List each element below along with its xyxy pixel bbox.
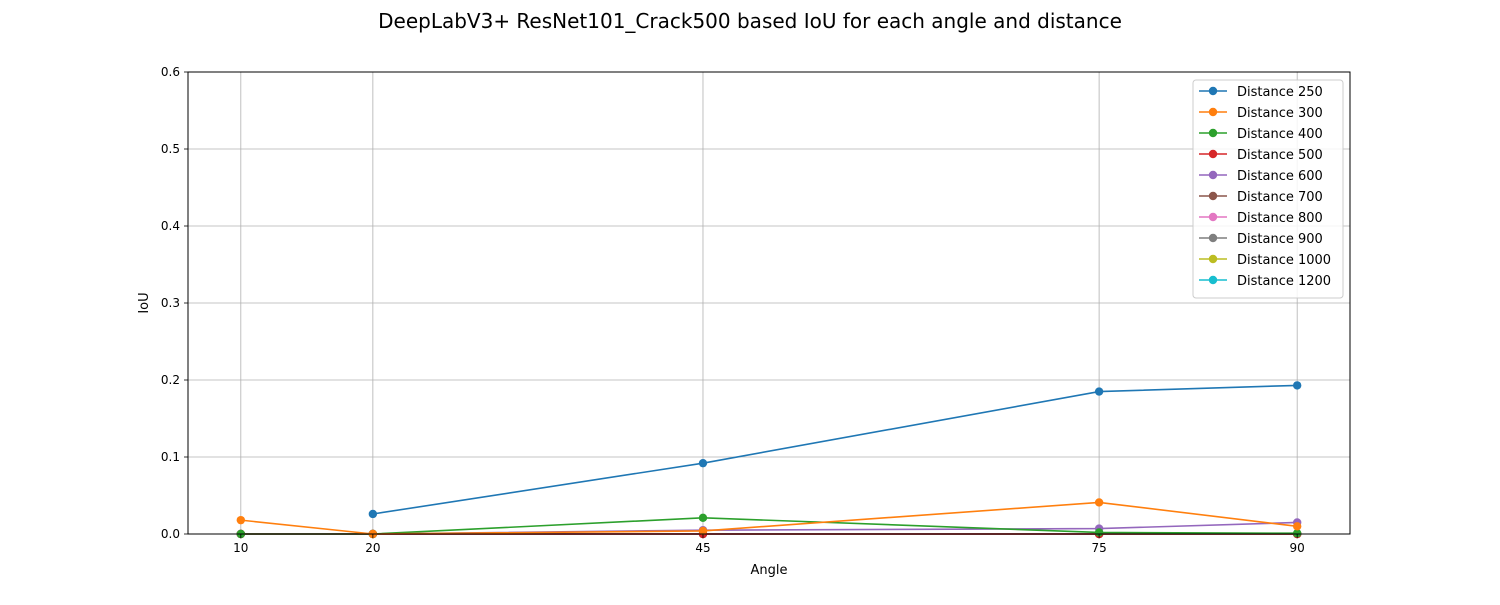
legend-label: Distance 600 bbox=[1237, 169, 1323, 184]
y-tick-label: 0.5 bbox=[161, 142, 180, 156]
x-tick-label: 20 bbox=[365, 541, 380, 555]
x-axis-label: Angle bbox=[751, 563, 788, 578]
data-point bbox=[698, 526, 708, 536]
series-distance-300 bbox=[236, 498, 1302, 539]
legend-marker bbox=[1208, 275, 1218, 285]
series-layer bbox=[236, 381, 1302, 539]
legend-entry: Distance 400 bbox=[1199, 127, 1323, 142]
legend-marker bbox=[1208, 254, 1218, 264]
legend-label: Distance 700 bbox=[1237, 190, 1323, 205]
legend-entry: Distance 250 bbox=[1199, 85, 1323, 100]
data-point bbox=[236, 515, 246, 525]
legend-entry: Distance 600 bbox=[1199, 169, 1323, 184]
data-point bbox=[1094, 498, 1104, 507]
legend-entry: Distance 1000 bbox=[1199, 253, 1331, 268]
grid-lines bbox=[188, 71, 1350, 535]
data-point bbox=[368, 509, 378, 519]
series-line bbox=[372, 384, 1298, 515]
y-tick-label: 0.0 bbox=[161, 527, 180, 541]
legend-entry: Distance 300 bbox=[1199, 106, 1323, 121]
legend-entry: Distance 1200 bbox=[1199, 274, 1331, 289]
legend-marker bbox=[1208, 107, 1218, 117]
series-distance-250 bbox=[368, 381, 1302, 519]
data-point bbox=[698, 458, 708, 468]
series-distance-600 bbox=[236, 518, 1302, 539]
legend-label: Distance 800 bbox=[1237, 211, 1323, 226]
legend-entry: Distance 500 bbox=[1199, 148, 1323, 163]
y-tick-label: 0.1 bbox=[161, 450, 180, 464]
legend-label: Distance 400 bbox=[1237, 127, 1323, 142]
x-tick-label: 75 bbox=[1091, 541, 1106, 555]
legend-marker bbox=[1208, 212, 1218, 222]
y-tick-label: 0.4 bbox=[161, 219, 180, 233]
data-point bbox=[1292, 381, 1302, 390]
legend-entry: Distance 800 bbox=[1199, 211, 1323, 226]
y-tick-label: 0.6 bbox=[161, 65, 180, 79]
legend-label: Distance 250 bbox=[1237, 85, 1323, 100]
legend-marker bbox=[1208, 170, 1218, 180]
legend-box bbox=[1192, 79, 1344, 299]
y-tick-label: 0.2 bbox=[161, 373, 180, 387]
legend-marker bbox=[1208, 128, 1218, 138]
axis-ticks: 10 20 45 75 90 0.0 0.1 0.2 0.3 0.4 0.5 0.6 bbox=[161, 65, 1305, 555]
legend-entry: Distance 900 bbox=[1199, 232, 1323, 247]
legend-label: Distance 300 bbox=[1237, 106, 1323, 121]
legend-marker bbox=[1208, 233, 1218, 243]
x-tick-label: 90 bbox=[1290, 541, 1305, 555]
legend-marker bbox=[1208, 149, 1218, 159]
legend-label: Distance 1000 bbox=[1237, 253, 1331, 268]
legend-marker bbox=[1208, 191, 1218, 201]
legend-marker bbox=[1208, 86, 1218, 96]
x-tick-label: 45 bbox=[695, 541, 710, 555]
y-tick-label: 0.3 bbox=[161, 296, 180, 310]
legend-label: Distance 900 bbox=[1237, 232, 1323, 247]
data-point bbox=[1094, 387, 1104, 396]
x-tick-label: 10 bbox=[233, 541, 248, 555]
y-axis-label: IoU bbox=[137, 292, 152, 313]
data-point bbox=[1094, 528, 1104, 537]
data-point bbox=[698, 513, 708, 523]
chart-title: DeepLabV3+ ResNet101_Crack500 based IoU … bbox=[378, 9, 1122, 33]
legend-label: Distance 500 bbox=[1237, 148, 1323, 163]
legend-label: Distance 1200 bbox=[1237, 274, 1331, 289]
legend: Distance 250 Distance 300 Distance 400 Dist… bbox=[1192, 79, 1344, 299]
data-point bbox=[1292, 522, 1302, 531]
data-point bbox=[1292, 529, 1302, 538]
legend-entry: Distance 700 bbox=[1199, 190, 1323, 205]
